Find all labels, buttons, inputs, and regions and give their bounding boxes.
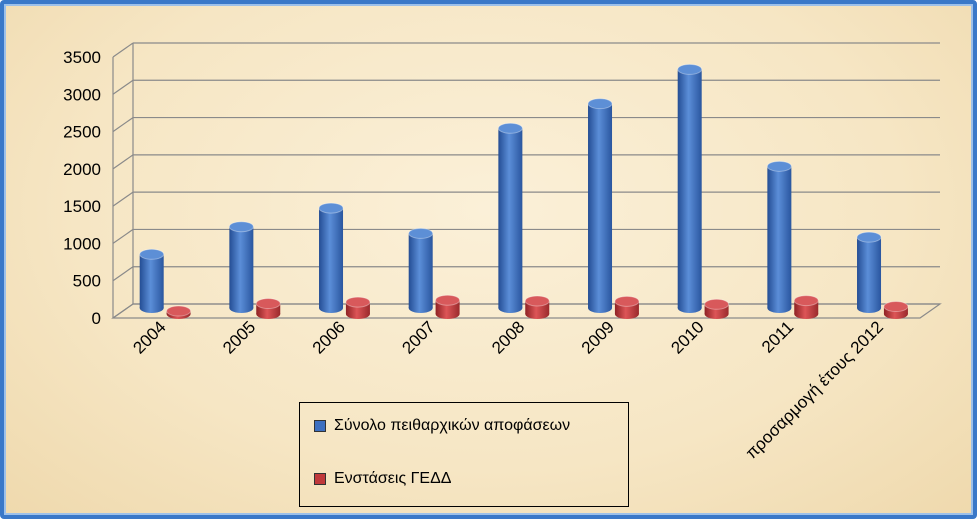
x-tick-label: 2004 xyxy=(129,317,169,357)
legend-item-total: Σύνολο πειθαρχικών αποφάσεων xyxy=(314,417,570,435)
y-tick-label: 1000 xyxy=(63,234,101,253)
gridline-side xyxy=(112,154,134,170)
y-tick-label: 3000 xyxy=(63,85,101,104)
floor xyxy=(111,303,942,319)
x-tick-label: 2005 xyxy=(219,317,259,357)
bars xyxy=(139,63,909,319)
x-tick-label: 2011 xyxy=(758,317,797,356)
y-axis: 0 500 1000 1500 2000 2500 3000 3500 xyxy=(63,48,101,328)
bar xyxy=(166,305,192,319)
x-tick-label: 2008 xyxy=(488,317,528,357)
y-tick-label: 1500 xyxy=(63,197,101,216)
bar xyxy=(704,298,730,319)
bar xyxy=(883,301,909,319)
x-tick-label: 2006 xyxy=(309,317,349,357)
legend-label: Ενστάσεις ΓΕΔΔ xyxy=(334,470,452,487)
legend-swatch-red xyxy=(314,473,326,485)
gridline-side xyxy=(112,42,134,58)
bar xyxy=(793,295,819,319)
bar xyxy=(856,231,882,313)
bar xyxy=(614,295,640,319)
y-tick-label: 0 xyxy=(92,309,101,328)
y-tick-label: 2000 xyxy=(63,160,101,179)
bar xyxy=(677,63,703,313)
bar xyxy=(497,122,523,313)
y-tick-label: 3500 xyxy=(63,48,101,67)
bar xyxy=(318,202,344,313)
bar xyxy=(766,160,792,313)
gridline-side xyxy=(112,79,134,95)
y-tick-label: 500 xyxy=(73,272,101,291)
grid-lines xyxy=(111,42,942,319)
legend: Σύνολο πειθαρχικών αποφάσεων Ενστάσεις Γ… xyxy=(299,402,629,507)
legend-label: Σύνολο πειθαρχικών αποφάσεων xyxy=(334,417,571,434)
bar xyxy=(408,227,434,313)
bar xyxy=(139,248,165,313)
bar xyxy=(255,298,281,319)
gridline-side xyxy=(112,191,134,207)
y-tick-label: 2500 xyxy=(63,123,101,142)
legend-item-objections: Ενστάσεις ΓΕΔΔ xyxy=(314,470,451,488)
bar-chart: 0 500 1000 1500 2000 2500 3000 3500 2004 2005 200… xyxy=(63,42,942,463)
bar xyxy=(524,295,550,319)
x-tick-label: 2010 xyxy=(667,317,707,357)
bar xyxy=(345,296,371,319)
x-tick-label: 2007 xyxy=(398,317,438,357)
gridline-side xyxy=(112,266,134,282)
bar xyxy=(587,98,613,313)
gridline-side xyxy=(112,228,134,244)
gridline-side xyxy=(112,117,134,133)
bar xyxy=(435,294,461,319)
x-tick-label: 2009 xyxy=(578,317,618,357)
bar xyxy=(228,221,254,313)
legend-swatch-blue xyxy=(314,420,326,432)
